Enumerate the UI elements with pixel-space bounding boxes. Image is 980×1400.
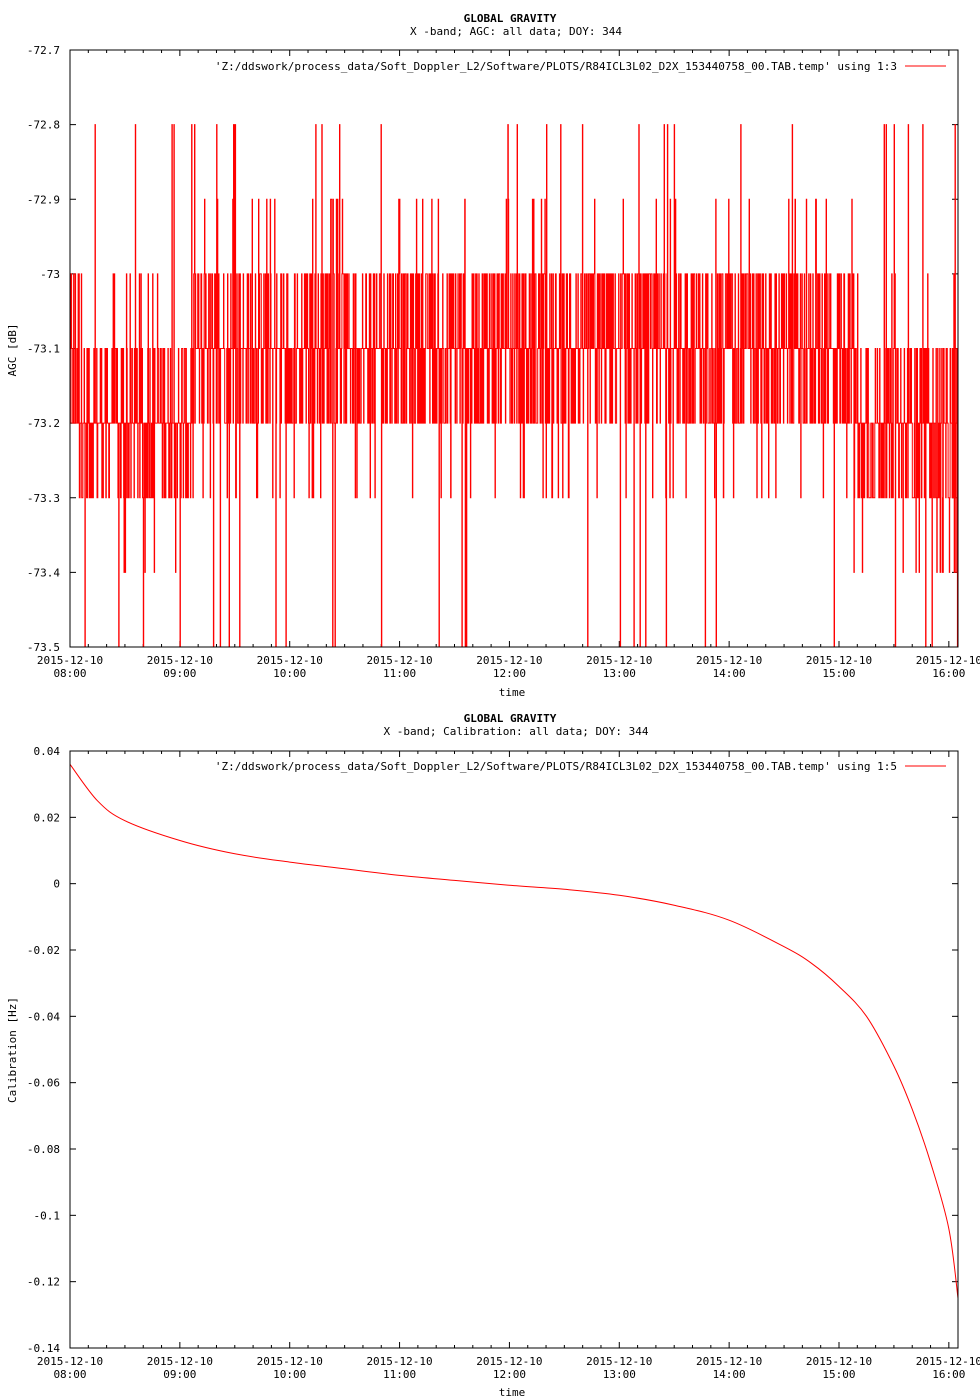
tick-labels: -72.7 -72.8 -72.9 -73 -73.1 -73.2 -73.3 -73.4 -7… <box>27 44 980 680</box>
y-tick-label: 0 <box>53 878 60 891</box>
x-tick-time-label: 11:00 <box>383 667 416 680</box>
y-tick-label: -72.9 <box>27 193 60 206</box>
x-tick-time-label: 08:00 <box>53 1368 86 1381</box>
plot-area <box>69 124 959 648</box>
agc-chart: GLOBAL GRAVITY X -band; AGC: all data; D… <box>6 12 980 699</box>
calibration-chart: GLOBAL GRAVITY X -band; Calibration: all… <box>6 712 980 1399</box>
x-tick-date-label: 2015-12-10 <box>147 654 213 667</box>
x-tick-date-label: 2015-12-10 <box>916 654 980 667</box>
x-tick-time-label: 16:00 <box>932 1368 965 1381</box>
axis-ticks <box>69 750 958 1349</box>
y-tick-label: -73.5 <box>27 641 60 654</box>
x-tick-date-label: 2015-12-10 <box>147 1355 213 1368</box>
y-tick-label: -72.7 <box>27 44 60 57</box>
agc-series-line <box>69 124 959 648</box>
x-tick-time-label: 16:00 <box>932 667 965 680</box>
tick-labels: 0.04 0.02 0 -0.02 -0.04 -0.06 -0.08 -0.1 -0.12 -0… <box>27 745 980 1381</box>
x-tick-date-label: 2015-12-10 <box>696 654 762 667</box>
x-tick-time-label: 09:00 <box>163 667 196 680</box>
plot-frame <box>69 750 959 1349</box>
calibration-series-line <box>69 763 959 1299</box>
y-tick-label: -73.2 <box>27 417 60 430</box>
x-tick-time-label: 14:00 <box>713 667 746 680</box>
y-tick-label: 0.04 <box>34 745 61 758</box>
chart-title: GLOBAL GRAVITY <box>464 12 557 25</box>
x-tick-date-label: 2015-12-10 <box>586 1355 652 1368</box>
x-tick-date-label: 2015-12-10 <box>806 1355 872 1368</box>
x-tick-date-label: 2015-12-10 <box>476 1355 542 1368</box>
x-tick-time-label: 12:00 <box>493 667 526 680</box>
x-tick-date-label: 2015-12-10 <box>476 654 542 667</box>
y-axis-label: Calibration [Hz] <box>6 997 19 1103</box>
x-tick-time-label: 13:00 <box>603 1368 636 1381</box>
x-tick-time-label: 10:00 <box>273 667 306 680</box>
x-axis-label: time <box>499 1386 526 1399</box>
x-tick-time-label: 15:00 <box>822 667 855 680</box>
x-tick-date-label: 2015-12-10 <box>257 1355 323 1368</box>
x-tick-date-label: 2015-12-10 <box>37 654 103 667</box>
x-tick-time-label: 13:00 <box>603 667 636 680</box>
x-tick-date-label: 2015-12-10 <box>696 1355 762 1368</box>
y-axis-label: AGC [dB] <box>6 324 19 377</box>
chart-subtitle: X -band; Calibration: all data; DOY: 344 <box>384 725 649 738</box>
chart-title: GLOBAL GRAVITY <box>464 712 557 725</box>
x-tick-time-label: 11:00 <box>383 1368 416 1381</box>
y-tick-label: -73 <box>40 268 60 281</box>
x-tick-date-label: 2015-12-10 <box>37 1355 103 1368</box>
x-tick-time-label: 15:00 <box>822 1368 855 1381</box>
y-tick-label: -0.06 <box>27 1077 60 1090</box>
y-tick-label: -0.04 <box>27 1010 60 1023</box>
y-tick-label: 0.02 <box>34 811 61 824</box>
y-tick-label: -73.4 <box>27 566 60 579</box>
x-tick-time-label: 14:00 <box>713 1368 746 1381</box>
x-tick-time-label: 10:00 <box>273 1368 306 1381</box>
x-tick-date-label: 2015-12-10 <box>806 654 872 667</box>
x-tick-time-label: 08:00 <box>53 667 86 680</box>
y-tick-label: -0.14 <box>27 1342 60 1355</box>
plot-frame <box>69 49 959 648</box>
legend-label: 'Z:/ddswork/process_data/Soft_Doppler_L2… <box>215 60 897 73</box>
y-tick-label: -0.1 <box>34 1209 61 1222</box>
y-tick-label: -72.8 <box>27 119 60 132</box>
chart-subtitle: X -band; AGC: all data; DOY: 344 <box>410 25 622 38</box>
legend-label: 'Z:/ddswork/process_data/Soft_Doppler_L2… <box>215 760 897 773</box>
x-tick-date-label: 2015-12-10 <box>257 654 323 667</box>
x-axis-label: time <box>499 686 526 699</box>
y-tick-label: -73.1 <box>27 343 60 356</box>
y-tick-label: -0.08 <box>27 1143 60 1156</box>
x-tick-date-label: 2015-12-10 <box>366 1355 432 1368</box>
x-tick-date-label: 2015-12-10 <box>916 1355 980 1368</box>
x-tick-date-label: 2015-12-10 <box>586 654 652 667</box>
x-tick-time-label: 12:00 <box>493 1368 526 1381</box>
y-tick-label: -0.02 <box>27 944 60 957</box>
plot-area <box>69 763 959 1299</box>
x-tick-time-label: 09:00 <box>163 1368 196 1381</box>
y-tick-label: -0.12 <box>27 1276 60 1289</box>
y-tick-label: -73.3 <box>27 492 60 505</box>
x-tick-date-label: 2015-12-10 <box>366 654 432 667</box>
